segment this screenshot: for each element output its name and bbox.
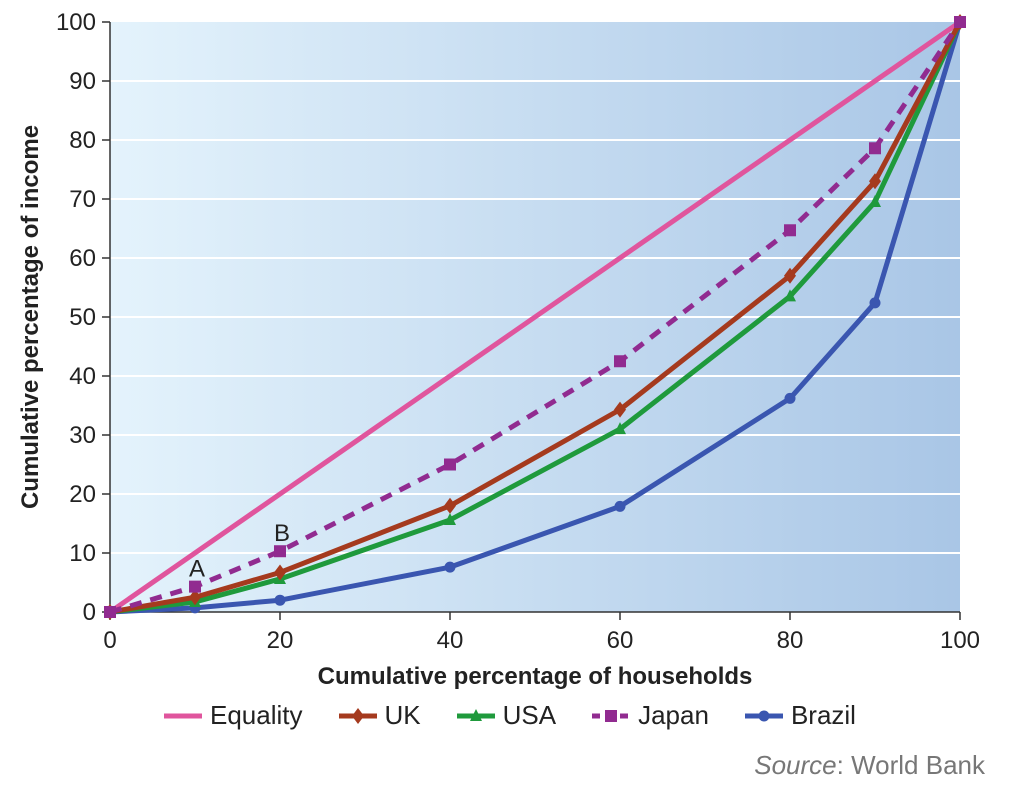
point-brazil: [274, 594, 286, 606]
series-line-uk: [109, 20, 963, 615]
y-tick-label: 90: [69, 68, 96, 95]
series-line-usa: [109, 20, 963, 615]
x-tick-label: 60: [607, 627, 634, 654]
point-uk: [189, 589, 201, 606]
series-group: [108, 19, 963, 615]
legend-swatch-japan: [592, 709, 631, 722]
point-japan: [614, 355, 626, 368]
legend-label: Equality: [210, 700, 303, 730]
source-label: Source: [754, 750, 837, 780]
y-tick-label: 80: [69, 127, 96, 154]
legend-item-japan: Japan: [590, 700, 709, 731]
point-brazil: [614, 500, 626, 512]
point-brazil: [784, 392, 796, 404]
annotation-b: B: [274, 520, 290, 547]
legend-swatch-equality: [164, 713, 202, 718]
annotations-group: AB: [189, 520, 290, 582]
legend-label: USA: [502, 700, 557, 730]
y-tick-label: 60: [69, 245, 96, 272]
markers-group: [104, 14, 966, 620]
legend-swatch-brazil: [744, 710, 783, 721]
legend-marker-uk: [351, 707, 364, 724]
x-axis-title: Cumulative percentage of households: [318, 663, 753, 690]
x-tick-label: 0: [103, 627, 116, 654]
point-japan: [189, 580, 201, 593]
legend-item-usa: USA: [455, 700, 556, 731]
y-tick-label: 10: [69, 540, 96, 567]
y-axis-title: Cumulative percentage of income: [17, 125, 44, 509]
legend-marker-brazil: [758, 710, 770, 721]
point-brazil: [444, 561, 456, 573]
legend-swatch-uk: [338, 707, 377, 724]
annotation-a: A: [189, 556, 205, 583]
y-tick-label: 50: [69, 304, 96, 331]
point-japan: [274, 545, 286, 558]
y-tick-label: 40: [69, 363, 96, 390]
point-uk: [444, 497, 456, 514]
x-tick-label: 20: [267, 627, 294, 654]
legend-item-uk: UK: [337, 700, 421, 731]
point-uk: [784, 267, 796, 284]
legend-marker-usa: [469, 708, 482, 721]
y-tick-label: 20: [69, 481, 96, 508]
source-value: : World Bank: [836, 750, 985, 780]
legend-label: UK: [384, 700, 421, 730]
point-japan: [869, 142, 881, 155]
series-line-equality: [108, 19, 962, 615]
y-tick-label: 30: [69, 422, 96, 449]
point-usa: [444, 512, 456, 525]
legend-swatch-usa: [456, 708, 495, 721]
gridlines: [110, 80, 960, 554]
point-usa: [784, 289, 796, 302]
point-uk: [869, 173, 881, 190]
point-japan: [444, 458, 456, 471]
point-uk: [274, 564, 286, 581]
legend-item-brazil: Brazil: [743, 700, 856, 731]
series-line-brazil: [109, 21, 963, 615]
point-brazil: [869, 297, 881, 309]
source-note: Source: World Bank: [754, 750, 985, 781]
axes: 0 10 20 30 40 50 60 70 80 90 100 0 20 40 60 80 100: [56, 9, 980, 654]
y-tick-label: 100: [56, 9, 96, 36]
point-usa: [869, 194, 881, 207]
legend-label: Japan: [638, 700, 709, 730]
point-japan: [954, 16, 966, 28]
point-japan: [784, 224, 796, 237]
legend: Equality UK USA Japan Brazil: [162, 700, 890, 731]
legend-label: Brazil: [790, 700, 856, 730]
point-japan: [104, 606, 116, 618]
series-line-japan: [109, 20, 963, 615]
x-tick-label: 100: [940, 627, 980, 654]
legend-marker-japan: [605, 709, 618, 722]
point-uk: [614, 401, 626, 418]
x-tick-label: 40: [437, 627, 464, 654]
legend-item-equality: Equality: [162, 700, 303, 731]
x-tick-label: 80: [777, 627, 804, 654]
point-usa: [614, 422, 626, 435]
y-tick-label: 0: [83, 599, 96, 626]
y-tick-label: 70: [69, 186, 96, 213]
